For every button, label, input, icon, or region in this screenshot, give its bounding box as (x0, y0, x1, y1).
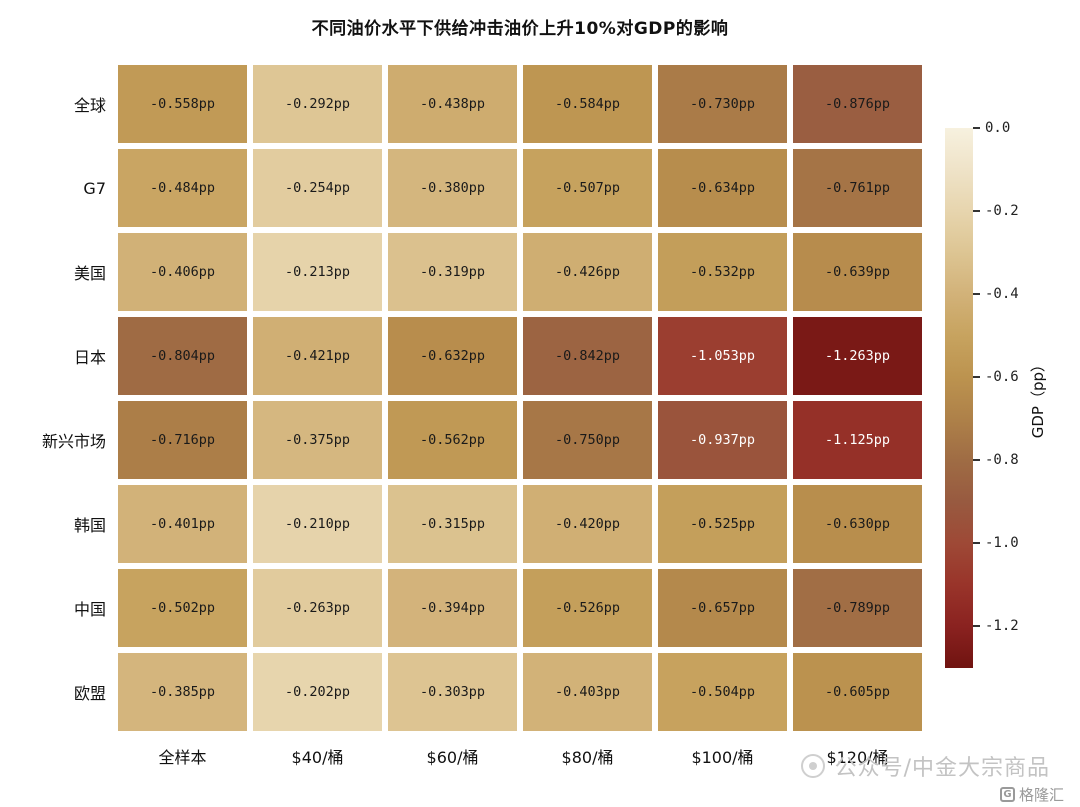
heatmap-cell: -0.406pp (118, 233, 247, 311)
row-label: 美国 (73, 264, 106, 283)
row-label: G7 (83, 178, 106, 198)
tick-label: -0.8 (985, 452, 1019, 469)
row-label: 韩国 (73, 516, 106, 535)
heatmap-cell: -0.421pp (253, 317, 382, 395)
row-label: 中国 (73, 600, 106, 619)
heatmap-cell: -0.634pp (658, 149, 787, 227)
heatmap-cell: -0.375pp (253, 401, 382, 479)
x-axis-labels: 全样本 $40/桶 $60/桶 $80/桶 $100/桶 $120/桶 (118, 744, 922, 768)
heatmap-cell: -0.385pp (118, 653, 247, 731)
colorbar-tick: -0.4 (973, 286, 1019, 302)
heatmap-cell: -0.789pp (793, 569, 922, 647)
heatmap-cell: -0.303pp (388, 653, 517, 731)
heatmap-cell: -0.937pp (658, 401, 787, 479)
heatmap-cell: -0.502pp (118, 569, 247, 647)
heatmap-cell: -0.426pp (523, 233, 652, 311)
heatmap-cell: -0.876pp (793, 65, 922, 143)
watermark: 公众号/中金大宗商品 (800, 750, 1050, 782)
heatmap-cell: -0.761pp (793, 149, 922, 227)
heatmap-cell: -0.507pp (523, 149, 652, 227)
gelonghui-logo-text: 格隆汇 (1018, 786, 1064, 804)
gelonghui-logo-icon: G (999, 787, 1015, 802)
tick-mark (973, 625, 980, 628)
colorbar-tick: -0.6 (973, 369, 1019, 385)
heatmap-cell: -0.438pp (388, 65, 517, 143)
y-axis-labels: 全球 G7 美国日本新兴市场韩国中国欧盟 (0, 65, 106, 731)
heatmap-cell: -1.263pp (793, 317, 922, 395)
heatmap-cell: -0.605pp (793, 653, 922, 731)
tick-mark (973, 210, 980, 213)
gelonghui-logo: G 格隆汇 (999, 784, 1064, 805)
heatmap-cell: -0.630pp (793, 485, 922, 563)
heatmap-cell: -0.716pp (118, 401, 247, 479)
heatmap-cell: -0.532pp (658, 233, 787, 311)
tick-mark (973, 542, 980, 545)
row-label: 新兴市场 (41, 432, 106, 451)
column-label: $80/桶 (561, 748, 614, 767)
heatmap-cell: -0.842pp (523, 317, 652, 395)
heatmap-cell: -0.213pp (253, 233, 382, 311)
column-label: $60/桶 (426, 748, 479, 767)
colorbar-tick: -1.0 (973, 535, 1019, 551)
heatmap-cell: -0.254pp (253, 149, 382, 227)
column-label: $40/桶 (291, 748, 344, 767)
heatmap-cell: -0.394pp (388, 569, 517, 647)
heatmap-cell: -0.420pp (523, 485, 652, 563)
heatmap-cell: -0.657pp (658, 569, 787, 647)
heatmap-cell: -0.632pp (388, 317, 517, 395)
row-label: 欧盟 (73, 684, 106, 703)
heatmap-cell: -0.525pp (658, 485, 787, 563)
heatmap-cell: -0.401pp (118, 485, 247, 563)
heatmap-cell: -0.804pp (118, 317, 247, 395)
heatmap-cell: -0.315pp (388, 485, 517, 563)
colorbar (945, 128, 973, 668)
heatmap-cell: -0.558pp (118, 65, 247, 143)
tick-label: -1.0 (985, 535, 1019, 552)
column-label: $120/桶 (826, 748, 889, 767)
heatmap-cell: -0.292pp (253, 65, 382, 143)
colorbar-label: GDP（pp） (1028, 357, 1047, 439)
tick-mark (973, 376, 980, 379)
heatmap-cell: -0.730pp (658, 65, 787, 143)
heatmap-cell: -0.639pp (793, 233, 922, 311)
tick-label: -0.2 (985, 203, 1019, 220)
colorbar-tick: -0.2 (973, 203, 1019, 219)
heatmap-cell: -0.403pp (523, 653, 652, 731)
watermark-text: 公众号/中金大宗商品 (834, 756, 1050, 781)
heatmap-cell: -0.210pp (253, 485, 382, 563)
colorbar-label-wrap: GDP（pp） (1022, 128, 1052, 668)
heatmap-cell: -1.053pp (658, 317, 787, 395)
wechat-official-account-icon (800, 754, 825, 778)
tick-label: -1.2 (985, 618, 1019, 635)
colorbar-tick: 0.0 (973, 120, 1010, 136)
column-label: $100/桶 (691, 748, 754, 767)
heatmap-cell: -0.380pp (388, 149, 517, 227)
colorbar-ticks: 0.0 -0.2 -0.4 -0.6 -0.8 -1.0 -1.2 (973, 120, 1043, 668)
heatmap-cell: -0.202pp (253, 653, 382, 731)
heatmap-grid: -0.558pp -0.292pp -0.438pp -0.584pp -0.730pp… (118, 65, 922, 731)
tick-label: -0.6 (985, 369, 1019, 386)
colorbar-tick: -1.2 (973, 618, 1019, 634)
heatmap-cell: -0.750pp (523, 401, 652, 479)
tick-mark (973, 459, 980, 462)
column-label: 全样本 (158, 748, 207, 767)
heatmap-cell: -0.584pp (523, 65, 652, 143)
tick-label: 0.0 (985, 120, 1011, 136)
row-label: 日本 (73, 348, 106, 367)
tick-mark (973, 127, 980, 129)
chart-title: 不同油价水平下供给冲击油价上升10%对GDP的影响 (311, 19, 729, 39)
heatmap-cell: -1.125pp (793, 401, 922, 479)
tick-mark (973, 293, 980, 296)
tick-label: -0.4 (985, 286, 1019, 303)
row-label: 全球 (73, 96, 106, 115)
heatmap-cell: -0.526pp (523, 569, 652, 647)
heatmap-cell: -0.562pp (388, 401, 517, 479)
heatmap-cell: -0.319pp (388, 233, 517, 311)
colorbar-tick: -0.8 (973, 452, 1019, 468)
heatmap-cell: -0.504pp (658, 653, 787, 731)
heatmap-cell: -0.484pp (118, 149, 247, 227)
heatmap-cell: -0.263pp (253, 569, 382, 647)
